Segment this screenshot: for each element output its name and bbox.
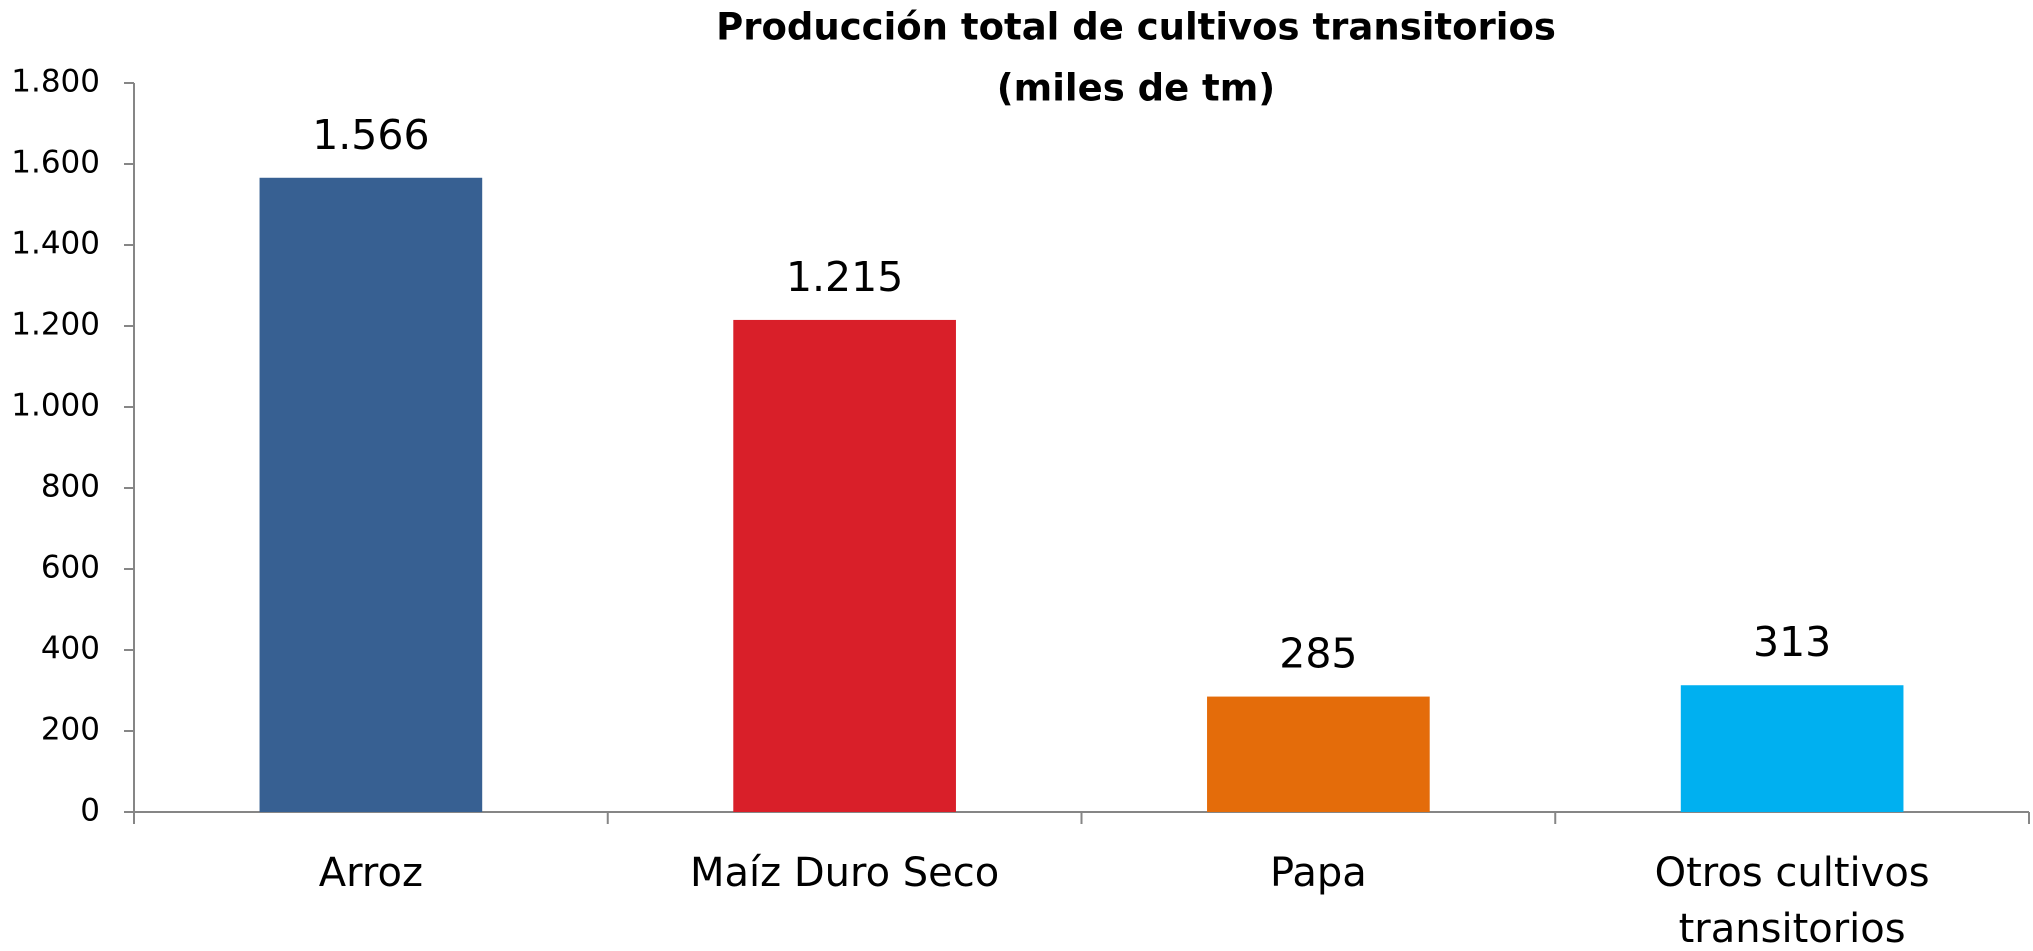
chart-subtitle: (miles de tm) bbox=[997, 67, 1275, 110]
data-label: 1.215 bbox=[786, 253, 903, 301]
y-tick-label: 400 bbox=[41, 631, 100, 667]
y-tick-label: 200 bbox=[41, 712, 100, 748]
bar bbox=[733, 319, 956, 812]
y-tick-label: 1.400 bbox=[11, 226, 100, 262]
data-label: 1.566 bbox=[312, 111, 429, 159]
x-tick-label: Maíz Duro Seco bbox=[690, 850, 1000, 896]
x-tick-label: Papa bbox=[1270, 850, 1367, 896]
y-tick-label: 1.600 bbox=[11, 145, 100, 181]
bar bbox=[1680, 685, 1904, 812]
y-tick-label: 600 bbox=[41, 550, 100, 586]
data-label: 313 bbox=[1753, 618, 1831, 666]
y-tick-label: 800 bbox=[41, 469, 100, 505]
y-tick-label: 1.000 bbox=[11, 388, 100, 424]
x-tick-label: Arroz bbox=[318, 850, 423, 896]
chart-title: Producción total de cultivos transitorio… bbox=[716, 6, 1556, 49]
y-tick-label: 0 bbox=[80, 793, 100, 829]
data-label: 285 bbox=[1279, 630, 1357, 678]
bar bbox=[1207, 696, 1430, 812]
bar bbox=[259, 177, 483, 812]
y-tick-label: 1.800 bbox=[11, 64, 100, 100]
y-tick-label: 1.200 bbox=[11, 307, 100, 343]
x-tick-label: Otros cultivos transitorios bbox=[1654, 850, 1930, 951]
